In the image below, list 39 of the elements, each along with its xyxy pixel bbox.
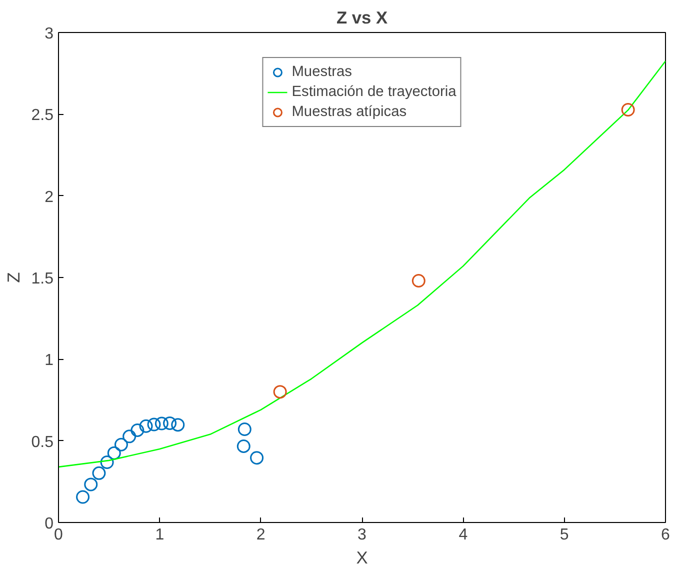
point xyxy=(250,451,264,465)
point xyxy=(130,423,144,437)
x-tick-label: 2 xyxy=(256,526,266,544)
point xyxy=(238,422,252,436)
y-axis-title: Z xyxy=(3,272,24,283)
x-axis-title: X xyxy=(356,548,368,568)
point xyxy=(100,455,114,469)
point xyxy=(92,466,106,480)
legend-label: Estimación de trayectoria xyxy=(292,84,456,100)
legend-label: Muestras xyxy=(292,64,352,80)
y-tick-label: 2.5 xyxy=(31,107,54,124)
y-tick-label: 1 xyxy=(44,352,54,370)
chart-title: Z vs X xyxy=(336,8,388,28)
point xyxy=(76,490,90,504)
x-tick-label: 5 xyxy=(560,526,569,544)
point xyxy=(107,446,121,460)
legend-label: Muestras atípicas xyxy=(292,104,407,120)
point xyxy=(122,430,136,444)
x-tick-label: 4 xyxy=(458,526,468,544)
point xyxy=(84,478,98,492)
x-tick-label: 6 xyxy=(661,526,670,544)
point xyxy=(171,418,185,432)
line-series xyxy=(58,60,666,468)
y-tick-label: 0.5 xyxy=(31,434,54,451)
point xyxy=(273,385,287,399)
point xyxy=(139,419,153,433)
x-tick-label: 3 xyxy=(358,526,367,544)
y-tick-label: 1.5 xyxy=(31,270,54,288)
point xyxy=(147,418,161,432)
point xyxy=(154,416,168,430)
y-tick-label: 2 xyxy=(44,188,54,206)
x-tick-label: 1 xyxy=(155,526,164,544)
y-tick-label: 3 xyxy=(44,26,54,42)
point xyxy=(621,103,635,116)
point xyxy=(412,274,426,288)
point xyxy=(236,439,250,453)
point xyxy=(163,416,177,430)
point xyxy=(114,438,128,452)
y-tick-label: 0 xyxy=(44,516,54,532)
